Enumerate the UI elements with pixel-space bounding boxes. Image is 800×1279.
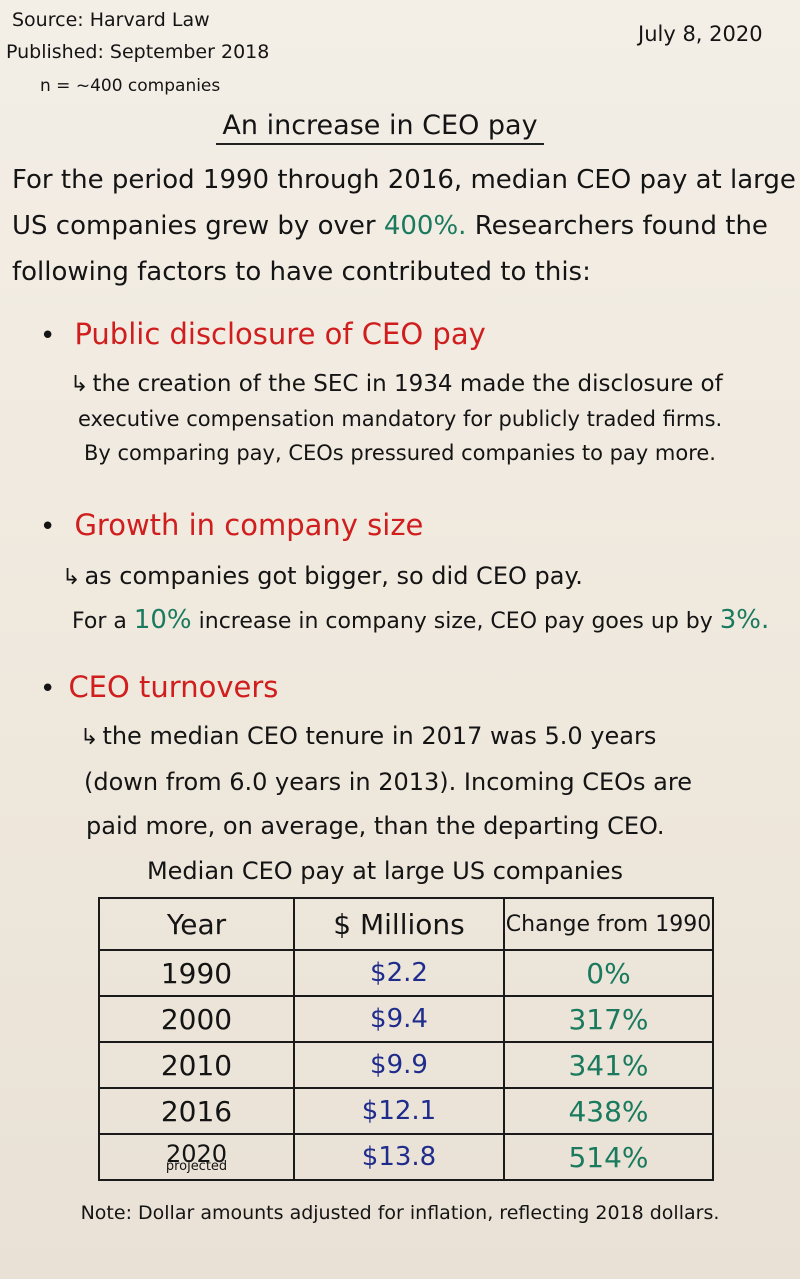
intro-line-1: For the period 1990 through 2016, median… xyxy=(12,165,796,195)
factor-heading: Growth in company size xyxy=(74,508,424,542)
factor-2-detail: ↳ as companies got bigger, so did CEO pay… xyxy=(62,557,769,645)
detail-line: By comparing pay, CEOs pressured compani… xyxy=(84,441,716,465)
page-title: An increase in CEO pay xyxy=(0,110,760,145)
intro-line-2: US companies grew by over 400%. Research… xyxy=(12,211,768,241)
year-value: 2020 xyxy=(165,1140,228,1168)
factor-heading: CEO turnovers xyxy=(68,670,279,704)
year-cell: 2016 xyxy=(98,1087,295,1135)
factor-heading: Public disclosure of CEO pay xyxy=(74,317,486,351)
table-row: 2000 $9.4 317% xyxy=(98,995,714,1043)
column-header-pay: $ Millions xyxy=(293,897,505,951)
sample-size-note: n = ~400 companies xyxy=(40,76,221,96)
size-stat-line: For a 10% increase in company size, CEO … xyxy=(72,605,770,635)
column-header-change: Change from 1990 xyxy=(503,897,714,951)
growth-highlight: 400%. xyxy=(383,211,467,241)
year-cell: 2020 projected xyxy=(98,1133,295,1181)
bullet-icon: • xyxy=(40,321,56,351)
factor-public-disclosure: • Public disclosure of CEO pay xyxy=(40,317,486,351)
detail-line: executive compensation mandatory for pub… xyxy=(78,407,723,431)
year-cell: 2000 xyxy=(98,995,295,1043)
change-cell: 317% xyxy=(503,995,714,1043)
year-cell: 1990 xyxy=(98,949,295,997)
source-note: Source: Harvard Law xyxy=(12,9,210,31)
size-increase-value: 10% xyxy=(133,605,192,635)
published-note: Published: September 2018 xyxy=(6,41,270,63)
arrow-right-icon: ↳ xyxy=(62,565,81,590)
detail-line: ↳ the creation of the SEC in 1934 made th… xyxy=(70,371,723,397)
column-header-year: Year xyxy=(98,897,295,951)
table-row: 1990 $2.2 0% xyxy=(98,949,714,997)
factor-3-detail: ↳ the median CEO tenure in 2017 was 5.0 y… xyxy=(80,714,692,848)
pay-increase-value: 3%. xyxy=(719,605,770,635)
detail-line: ↳ the median CEO tenure in 2017 was 5.0 y… xyxy=(80,722,657,750)
factor-1-detail: ↳ the creation of the SEC in 1934 made th… xyxy=(70,367,723,470)
detail-line: paid more, on average, than the departin… xyxy=(86,812,665,840)
pay-cell: $2.2 xyxy=(293,949,505,997)
ceo-pay-table: Year $ Millions Change from 1990 1990 $2… xyxy=(98,897,714,1181)
date-label: July 8, 2020 xyxy=(638,22,763,46)
change-cell: 0% xyxy=(503,949,714,997)
table-row: 2010 $9.9 341% xyxy=(98,1041,714,1089)
intro-paragraph: For the period 1990 through 2016, median… xyxy=(12,157,796,295)
change-cell: 438% xyxy=(503,1087,714,1135)
table-header-row: Year $ Millions Change from 1990 xyxy=(98,897,714,951)
change-cell: 514% xyxy=(503,1133,714,1181)
arrow-right-icon: ↳ xyxy=(70,372,89,397)
change-cell: 341% xyxy=(503,1041,714,1089)
table-caption: Median CEO pay at large US companies xyxy=(146,857,624,885)
footnote: Note: Dollar amounts adjusted for inflat… xyxy=(80,1202,720,1224)
pay-cell: $12.1 xyxy=(293,1087,505,1135)
factor-company-size: • Growth in company size xyxy=(40,508,423,542)
projected-label: projected xyxy=(165,1159,228,1174)
pay-cell: $13.8 xyxy=(293,1133,505,1181)
detail-line: ↳ as companies got bigger, so did CEO pay… xyxy=(62,562,583,590)
factor-ceo-turnovers: • CEO turnovers xyxy=(40,670,278,704)
pay-cell: $9.9 xyxy=(293,1041,505,1089)
table-row: 2020 projected $13.8 514% xyxy=(98,1133,714,1181)
bullet-icon: • xyxy=(40,674,56,704)
pay-cell: $9.4 xyxy=(293,995,505,1043)
arrow-right-icon: ↳ xyxy=(80,725,99,750)
bullet-icon: • xyxy=(40,512,56,542)
year-cell: 2010 xyxy=(98,1041,295,1089)
detail-line: (down from 6.0 years in 2013). Incoming … xyxy=(84,768,692,796)
intro-line-3: following factors to have contributed to… xyxy=(12,257,591,287)
table-row: 2016 $12.1 438% xyxy=(98,1087,714,1135)
